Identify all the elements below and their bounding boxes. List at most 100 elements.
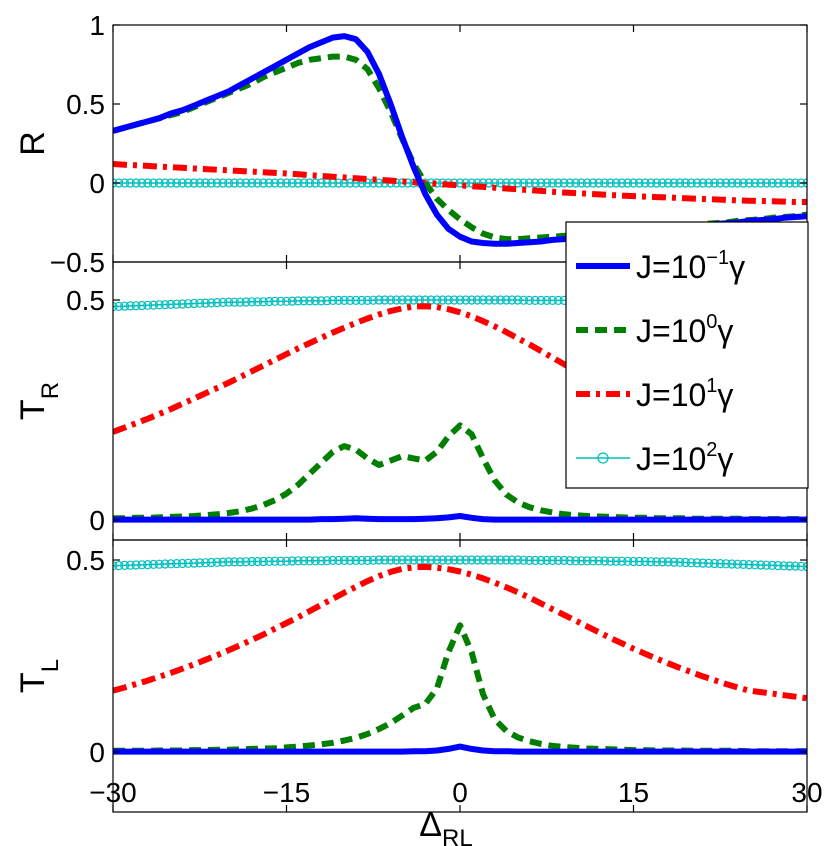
panel-2-marker xyxy=(478,295,488,305)
panel-3-marker xyxy=(339,555,349,566)
panel-1-marker xyxy=(721,178,731,188)
panel-1-ytick-label: −0.5 xyxy=(50,247,105,278)
panel-2-marker xyxy=(507,295,517,305)
panel-1-marker xyxy=(229,178,239,188)
panel-1-ytick-label: 0 xyxy=(89,168,105,199)
panel-2-marker xyxy=(484,295,494,305)
panel-3-marker xyxy=(536,555,546,566)
panel-3-marker xyxy=(362,555,373,566)
panel-1-marker xyxy=(276,178,286,188)
legend-label: J=101γ xyxy=(636,375,733,413)
panel-3-marker xyxy=(316,556,326,566)
panels: −0.5 0 0.5 1 R 0 0.5 TR 0 0.5 TL xyxy=(14,10,808,813)
panel-3-marker xyxy=(391,555,401,565)
panel-1-marker xyxy=(253,178,263,188)
panel-1-marker xyxy=(345,178,355,188)
panel-2-marker xyxy=(270,296,280,306)
panel-3-marker xyxy=(229,557,239,567)
panel-3-marker xyxy=(802,561,807,572)
legend-entry-j-10-1: J=10−1γ xyxy=(576,247,745,285)
legend-entry-j-10-2: J=102γ xyxy=(576,439,733,477)
x-axis: −30 −15 0 15 30 ΔRL xyxy=(89,777,822,846)
panel-1-marker xyxy=(200,178,211,188)
panel-3-marker xyxy=(472,555,482,565)
panel-3-marker xyxy=(449,555,459,565)
legend: J=10−1γ J=100γ J=101γ J=102γ xyxy=(565,221,809,489)
panel-3-marker xyxy=(305,556,315,566)
panel-1-marker xyxy=(536,178,546,188)
panel-3-marker xyxy=(669,557,679,567)
panel-3-marker xyxy=(738,559,749,570)
panel-1-marker xyxy=(143,178,153,188)
panel-3-marker xyxy=(761,560,772,570)
panel-3: 0 0.5 TL xyxy=(14,539,808,813)
legend-entry-j-10-1: J=101γ xyxy=(576,375,733,413)
panel-2-marker xyxy=(490,295,500,305)
panel-2-marker xyxy=(397,295,407,305)
panel-1-marker xyxy=(264,178,274,188)
panel-2-marker xyxy=(409,295,419,305)
panel-1-marker xyxy=(588,178,598,188)
panel-3-marker xyxy=(380,555,390,565)
panel-1-ytick-label: 0.5 xyxy=(66,89,105,120)
panel-3-marker xyxy=(715,558,725,569)
panel-1-marker xyxy=(247,178,257,188)
panel-3-marker xyxy=(258,556,268,567)
panel-1-marker xyxy=(206,178,216,188)
panel-2-marker xyxy=(368,295,378,305)
panel-2-marker xyxy=(403,295,413,305)
panel-1-marker xyxy=(270,178,280,188)
panel-3-marker xyxy=(310,556,320,566)
panel-1-marker xyxy=(530,178,540,188)
panel-3-marker xyxy=(113,561,118,571)
panel-2-marker xyxy=(513,295,523,305)
panel-3-marker xyxy=(119,560,130,571)
panel-3-series xyxy=(113,555,807,755)
panel-1-marker xyxy=(756,178,766,188)
panel-1-marker xyxy=(334,178,344,188)
panel-3-marker xyxy=(646,557,656,567)
panel-1-marker xyxy=(177,178,187,188)
panel-3-marker xyxy=(576,556,587,566)
panel-3-marker xyxy=(680,557,691,568)
panel-2-line-j-10-1 xyxy=(113,513,807,523)
panel-1-marker xyxy=(119,178,130,188)
panel-2-marker xyxy=(362,295,373,305)
panel-1-marker xyxy=(576,178,587,188)
panel-2-marker xyxy=(119,301,130,311)
panel-3-marker xyxy=(212,557,222,567)
panel-3-marker xyxy=(484,555,494,565)
panel-2-marker xyxy=(276,296,286,306)
panel-3-marker xyxy=(623,556,633,566)
panel-3-marker xyxy=(767,560,777,571)
panel-2-marker xyxy=(322,296,332,306)
panel-2-marker xyxy=(229,297,239,307)
panel-1-marker xyxy=(571,178,581,188)
panel-2-marker xyxy=(328,295,338,305)
panel-3-marker xyxy=(513,555,523,565)
panel-1-marker xyxy=(669,178,679,188)
panel-3-marker xyxy=(721,559,731,569)
panel-2-marker xyxy=(195,298,205,308)
panel-3-marker xyxy=(351,555,361,566)
panel-1-marker xyxy=(137,178,147,188)
panel-3-marker xyxy=(276,556,286,566)
panel-1-series xyxy=(113,33,807,247)
panel-1-marker xyxy=(582,178,592,188)
panel-1-marker xyxy=(611,178,621,188)
panel-2-marker xyxy=(281,296,292,306)
panel-2-marker xyxy=(258,297,268,307)
panel-1-marker xyxy=(773,178,783,188)
panel-2-marker xyxy=(334,295,344,305)
panel-1-marker xyxy=(651,178,662,188)
panel-3-marker xyxy=(247,556,257,567)
panel-2-line-j-10-0 xyxy=(113,422,807,523)
panel-2-marker xyxy=(472,295,482,305)
panel-3-marker xyxy=(414,555,425,565)
panel-1-marker xyxy=(235,178,245,188)
panel-3-ylabel: TL xyxy=(14,659,64,693)
panel-3-marker xyxy=(790,561,801,571)
panel-2-ytick-label: 0.5 xyxy=(66,285,105,316)
panel-2-marker xyxy=(143,300,153,310)
panel-3-marker xyxy=(640,556,650,567)
